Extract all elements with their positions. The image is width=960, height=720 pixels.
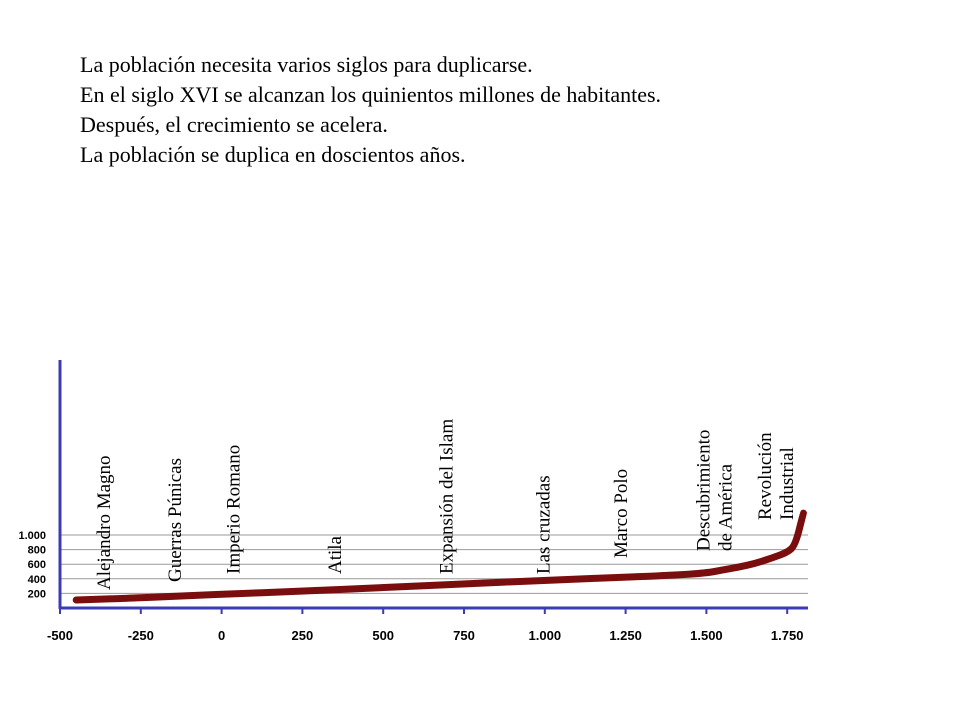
event-label: Expansión del Islam bbox=[437, 419, 458, 574]
event-label: Revolución bbox=[755, 432, 776, 520]
x-tick-label: 1.000 bbox=[529, 628, 562, 643]
x-tick-label: 500 bbox=[372, 628, 394, 643]
event-label: Marco Polo bbox=[611, 469, 632, 558]
event-label: Imperio Romano bbox=[223, 445, 244, 574]
x-tick-label: 1.750 bbox=[771, 628, 804, 643]
intro-line: La población necesita varios siglos para… bbox=[80, 52, 533, 77]
intro-text: La población necesita varios siglos para… bbox=[80, 50, 661, 170]
intro-line: Después, el crecimiento se acelera. bbox=[80, 112, 388, 137]
x-tick-label: 250 bbox=[292, 628, 314, 643]
y-tick-label: 400 bbox=[28, 574, 46, 586]
event-label: Descubrimiento bbox=[694, 430, 715, 551]
intro-line: La población se duplica en doscientos añ… bbox=[80, 142, 466, 167]
event-label: Las cruzadas bbox=[534, 475, 555, 574]
x-tick-label: 750 bbox=[453, 628, 475, 643]
intro-line: En el siglo XVI se alcanzan los quinient… bbox=[80, 82, 662, 107]
x-tick-label: -500 bbox=[47, 628, 73, 643]
x-tick-label: 1.500 bbox=[690, 628, 723, 643]
event-label: de América bbox=[716, 463, 737, 551]
x-tick-label: 1.250 bbox=[609, 628, 642, 643]
event-label: Atila bbox=[325, 535, 346, 574]
y-tick-label: 600 bbox=[28, 559, 46, 571]
y-tick-label: 200 bbox=[28, 588, 46, 600]
x-tick-label: -250 bbox=[128, 628, 154, 643]
y-tick-label: 1.000 bbox=[18, 530, 46, 542]
y-tick-label: 800 bbox=[28, 545, 46, 557]
event-label: Alejandro Magno bbox=[94, 455, 115, 590]
population-line bbox=[72, 509, 807, 604]
event-label: Guerras Púnicas bbox=[165, 458, 186, 582]
x-tick-label: 0 bbox=[218, 628, 225, 643]
event-label: Industrial bbox=[777, 447, 798, 520]
